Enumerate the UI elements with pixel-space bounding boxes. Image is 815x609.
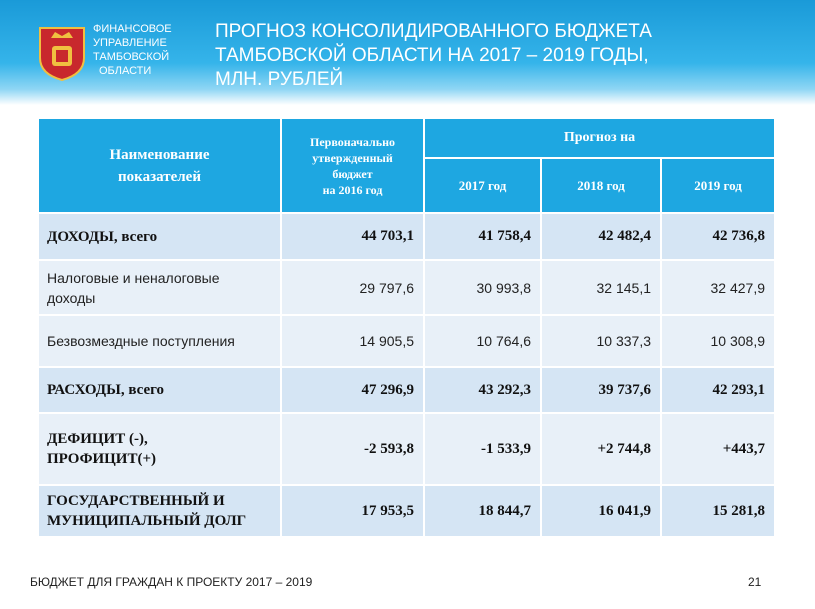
value-cell: +2 744,8 — [541, 413, 661, 485]
value-cell: 14 905,5 — [281, 315, 424, 367]
header-line: Первоначально — [309, 134, 396, 149]
value: -2 593,8 — [364, 440, 414, 457]
row-name: ДОХОДЫ, всего — [38, 213, 281, 260]
value-cell: 18 844,7 — [424, 485, 541, 537]
value-cell: 42 482,4 — [541, 213, 661, 260]
logo-line: ФИНАНСОВОЕ — [93, 23, 172, 35]
header-line: 2018 год — [577, 177, 625, 193]
row-name: ГОСУДАРСТВЕННЫЙ И МУНИЦИПАЛЬНЫЙ ДОЛГ — [38, 485, 281, 537]
value-cell: 44 703,1 — [281, 213, 424, 260]
value-cell: -1 533,9 — [424, 413, 541, 485]
title-line: МЛН. РУБЛЕЙ — [215, 69, 344, 90]
value: 17 953,5 — [361, 502, 415, 519]
value-cell: 15 281,8 — [661, 485, 775, 537]
row-name: Безвозмездные поступления — [38, 315, 281, 367]
value: 10 308,9 — [710, 333, 766, 349]
value-cell: 10 764,6 — [424, 315, 541, 367]
header-cell: 2018 год — [541, 158, 661, 213]
value-cell: 41 758,4 — [424, 213, 541, 260]
value: 42 482,4 — [598, 228, 652, 244]
value-cell: 42 293,1 — [661, 367, 775, 413]
row-name-line: ДОХОДЫ, всего — [47, 228, 158, 245]
page-number: 21 — [748, 575, 762, 589]
row-name: Налоговые и неналоговые доходы — [38, 260, 281, 315]
value-cell: 10 308,9 — [661, 315, 775, 367]
header-line: бюджет — [332, 166, 373, 181]
row-name-line: доходы — [47, 289, 96, 306]
footer-text: БЮДЖЕТ ДЛЯ ГРАЖДАН К ПРОЕКТУ 2017 – 2019 — [30, 575, 313, 589]
row-name-line: РАСХОДЫ, всего — [47, 382, 165, 398]
value-cell: 29 797,6 — [281, 260, 424, 315]
value-cell: 17 953,5 — [281, 485, 424, 537]
value-cell: 32 427,9 — [661, 260, 775, 315]
logo-line: УПРАВЛЕНИЕ — [93, 37, 167, 49]
value-cell: 30 993,8 — [424, 260, 541, 315]
value: 47 296,9 — [361, 381, 415, 398]
header-line: Прогноз на — [563, 130, 636, 145]
logo-line: ОБЛАСТИ — [99, 65, 152, 77]
header-line: на 2016 год — [322, 182, 383, 197]
value-cell: 42 736,8 — [661, 213, 775, 260]
header-line: показателей — [118, 168, 201, 185]
header-cell: Прогноз на — [424, 118, 775, 158]
header-cell: 2017 год — [424, 158, 541, 213]
value: 32 427,9 — [710, 279, 766, 296]
row-name-line: Безвозмездные поступления — [47, 333, 235, 349]
value: 18 844,7 — [478, 502, 532, 519]
header-band — [0, 0, 815, 105]
value: 41 758,4 — [478, 228, 532, 244]
header-line: Наименование — [109, 146, 210, 163]
title-line: ТАМБОВСКОЙ ОБЛАСТИ НА 2017 – 2019 ГОДЫ, — [215, 45, 649, 66]
row-name-line: ПРОФИЦИТ(+) — [47, 451, 157, 467]
logo-line: ТАМБОВСКОЙ — [93, 51, 170, 63]
value-cell: +443,7 — [661, 413, 775, 485]
value-cell: 47 296,9 — [281, 367, 424, 413]
row-name-line: МУНИЦИПАЛЬНЫЙ ДОЛГ — [47, 513, 247, 529]
value-cell: 32 145,1 — [541, 260, 661, 315]
row-name-line: Налоговые и неналоговые — [47, 269, 220, 286]
header-line: утвержденный — [312, 150, 393, 165]
row-name-line: ГОСУДАРСТВЕННЫЙ И — [47, 493, 225, 509]
row-name: РАСХОДЫ, всего — [38, 367, 281, 413]
value: 43 292,3 — [478, 381, 532, 398]
value: 14 905,5 — [359, 333, 415, 349]
value-cell: 39 737,6 — [541, 367, 661, 413]
value-cell: 16 041,9 — [541, 485, 661, 537]
value: 39 737,6 — [598, 381, 652, 398]
value: 32 145,1 — [596, 279, 652, 296]
value: 29 797,6 — [359, 279, 415, 296]
slide-title: ПРОГНОЗ КОНСОЛИДИРОВАННОГО БЮДЖЕТА ТАМБОВ… — [215, 20, 652, 92]
row-name-line: ДЕФИЦИТ (-), — [47, 431, 148, 447]
header-line: 2019 год — [694, 177, 742, 193]
value: -1 533,9 — [481, 440, 531, 457]
row-name: ДЕФИЦИТ (-), ПРОФИЦИТ(+) — [38, 413, 281, 485]
value: +443,7 — [722, 440, 765, 457]
value: 10 337,3 — [596, 333, 652, 349]
value: +2 744,8 — [597, 440, 651, 457]
value: 42 736,8 — [712, 228, 766, 244]
logo-text: ФИНАНСОВОЕ УПРАВЛЕНИЕ ТАМБОВСКОЙ ОБЛАСТИ — [93, 22, 172, 78]
header-cell: Наименование показателей — [38, 118, 281, 213]
value: 16 041,9 — [598, 502, 652, 519]
logo-emblem — [39, 27, 85, 82]
header-cell: Первоначально утвержденный бюджет на 2016 г… — [281, 118, 424, 213]
value-cell: 10 337,3 — [541, 315, 661, 367]
title-line: ПРОГНОЗ КОНСОЛИДИРОВАННОГО БЮДЖЕТА — [215, 21, 652, 42]
value: 44 703,1 — [361, 228, 415, 244]
value-cell: -2 593,8 — [281, 413, 424, 485]
value: 42 293,1 — [712, 381, 766, 398]
value-cell: 43 292,3 — [424, 367, 541, 413]
value: 10 764,6 — [476, 333, 532, 349]
header-line: 2017 год — [458, 177, 507, 193]
header-cell: 2019 год — [661, 158, 775, 213]
value: 30 993,8 — [476, 279, 532, 296]
value: 15 281,8 — [712, 502, 766, 519]
